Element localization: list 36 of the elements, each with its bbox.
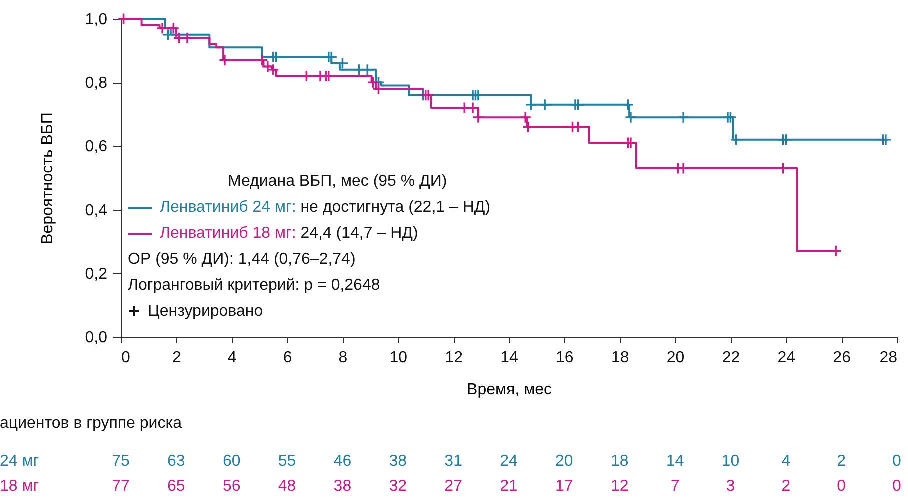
- y-tick-label: 0,4: [85, 202, 108, 220]
- text: 18 мг: [0, 478, 40, 495]
- x-tick-label: 8: [338, 350, 348, 366]
- legend-label: Ленватиниб 24 мг:: [160, 199, 298, 216]
- x-tick-label: 2: [172, 350, 182, 366]
- x-tick-label: 0: [122, 350, 130, 366]
- x-tick-label: 22: [722, 350, 740, 366]
- text: ациентов в группе риска: [0, 415, 182, 432]
- x-tick-label: 18: [611, 350, 630, 366]
- y-tick-label: 0,6: [85, 138, 108, 156]
- x-tick-label: 4: [228, 350, 237, 366]
- x-tick-label: 6: [283, 350, 292, 366]
- legend-label: Ленватиниб 18 мг:: [160, 225, 298, 242]
- annotation: Цензурировано: [148, 303, 264, 320]
- y-tick-label: 0,0: [85, 330, 108, 346]
- legend-title: Медиана ВБП, мес (95 % ДИ): [228, 173, 448, 190]
- x-tick-label: 12: [445, 350, 464, 366]
- x-tick-label: 16: [556, 350, 574, 366]
- x-tick-label: 20: [666, 350, 685, 366]
- y-tick-label: 0,2: [85, 266, 108, 283]
- x-axis-title: Время, мес: [467, 382, 552, 398]
- text: 75 63 60 55 46 38 31 24 20 18 14 10 4 2 0: [112, 453, 902, 470]
- text: 77 65 56 48 38 32 27 21 17 12 7 3 2 0 0: [112, 478, 902, 495]
- y-tick-label: 1,0: [85, 12, 108, 28]
- annotation: не достигнута (22,1 – НД): [300, 199, 491, 216]
- y-tick-label: 0,8: [85, 75, 108, 92]
- annotation: 24,4 (14,7 – НД): [300, 225, 418, 242]
- annotation: Логранговый критерий: p = 0,2648: [128, 277, 380, 294]
- annotation: ОР (95 % ДИ): 1,44 (0,76–2,74): [128, 251, 356, 268]
- x-tick-label: 14: [500, 350, 518, 366]
- text: 24 мг: [0, 453, 40, 470]
- x-tick-label: 26: [833, 350, 852, 366]
- y-axis-title: Вероятность ВБП: [39, 112, 56, 244]
- x-tick-label: 10: [390, 350, 408, 366]
- x-tick-label: 28: [880, 350, 898, 366]
- x-tick-label: 24: [778, 350, 796, 366]
